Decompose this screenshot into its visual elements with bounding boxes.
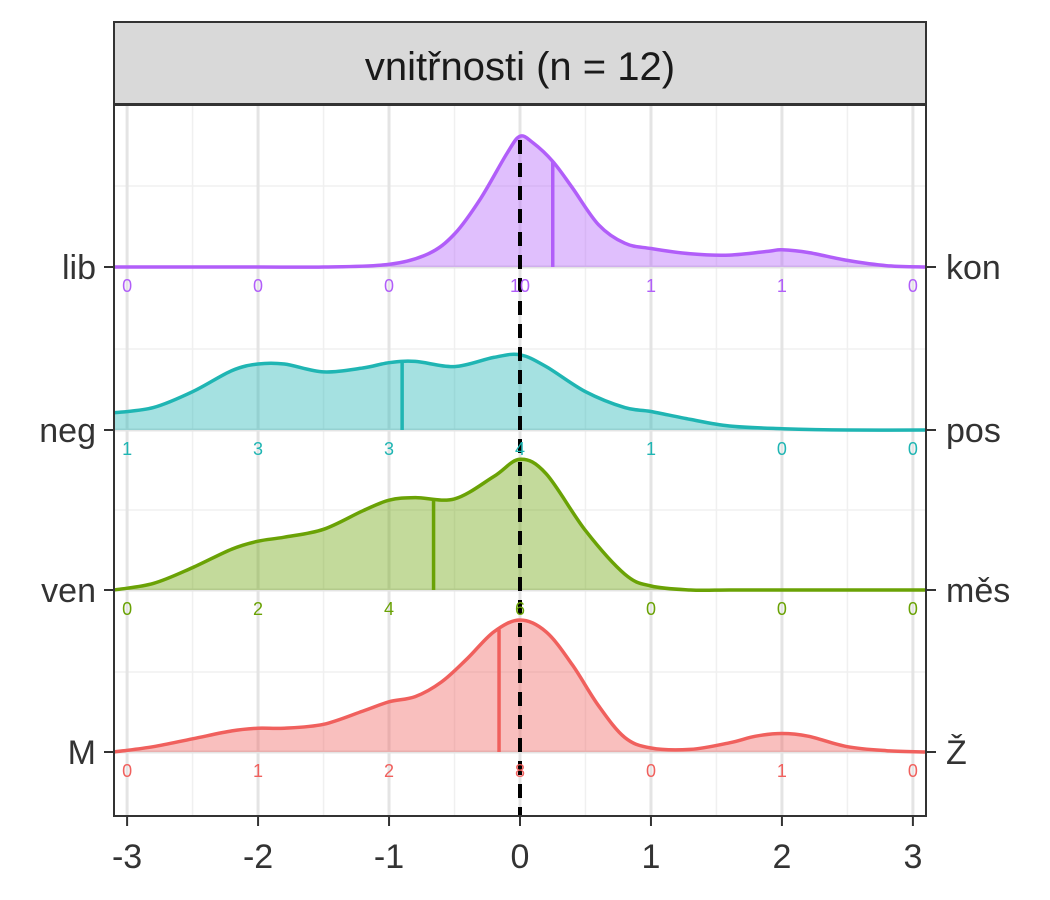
ridge-area-ven-měs [114, 459, 926, 591]
ridge-area-neg-pos [114, 354, 926, 431]
count-label: 1 [777, 761, 787, 781]
x-tick-label: -1 [374, 838, 404, 876]
count-label: 1 [122, 439, 132, 459]
x-tick-label: 0 [511, 838, 530, 876]
count-label: 1 [253, 761, 263, 781]
ridge-M-Ž [113, 618, 927, 754]
x-tick-label: -2 [243, 838, 273, 876]
count-label: 0 [908, 439, 918, 459]
count-label: 1 [646, 276, 656, 296]
count-labels: 0 0 0 10 1 1 01 3 3 4 1 0 00 2 4 6 0 0 00 1 2 8 0 1 0 [122, 276, 918, 781]
y-label-right: měs [946, 572, 1010, 610]
ridges [113, 134, 927, 754]
y-label-right: kon [946, 249, 1001, 287]
count-label: 4 [515, 439, 525, 459]
count-label: 0 [908, 599, 918, 619]
ridge-line-M-Ž [113, 618, 927, 754]
count-label: 2 [253, 599, 263, 619]
y-label-left: ven [41, 572, 96, 610]
count-label: 0 [122, 599, 132, 619]
x-tick-label: -3 [112, 838, 142, 876]
count-label: 0 [646, 599, 656, 619]
y-label-left: lib [62, 249, 96, 287]
facet-strip-title: vnitřnosti (n = 12) [365, 45, 675, 89]
axes: -3 -2 -1 0 1 2 3 lib kon neg pos ven měs M Ž [39, 249, 1010, 876]
ridge-line-ven-měs [113, 457, 926, 593]
count-label: 0 [908, 276, 918, 296]
ridge-line-neg-pos [113, 352, 927, 432]
ridge-ven-měs [113, 457, 926, 593]
ridge-lib-kon [113, 134, 927, 269]
x-tick-label: 1 [642, 838, 661, 876]
count-label: 0 [384, 276, 394, 296]
count-label: 0 [777, 439, 787, 459]
count-label: 3 [253, 439, 263, 459]
count-label: 6 [515, 599, 525, 619]
count-label: 0 [122, 761, 132, 781]
facet-strip [113, 21, 927, 105]
count-label: 1 [777, 276, 787, 296]
ridge-area-M-Ž [114, 620, 926, 752]
count-label: 2 [384, 761, 394, 781]
y-label-left: M [68, 734, 96, 772]
count-label: 0 [122, 276, 132, 296]
count-label: 8 [515, 761, 525, 781]
x-tick-label: 3 [903, 838, 922, 876]
y-label-left: neg [39, 412, 96, 450]
x-tick-label: 2 [772, 838, 791, 876]
count-label: 4 [384, 599, 394, 619]
ridge-line-lib-kon [113, 134, 927, 269]
count-label: 0 [908, 761, 918, 781]
ridge-area-lib-kon [114, 135, 926, 268]
count-label: 1 [646, 439, 656, 459]
y-label-right: Ž [946, 734, 967, 772]
count-label: 10 [510, 276, 530, 296]
count-label: 0 [253, 276, 263, 296]
y-label-right: pos [946, 412, 1001, 450]
count-label: 3 [384, 439, 394, 459]
count-label: 0 [646, 761, 656, 781]
count-label: 0 [777, 599, 787, 619]
ridge-neg-pos [113, 352, 927, 432]
